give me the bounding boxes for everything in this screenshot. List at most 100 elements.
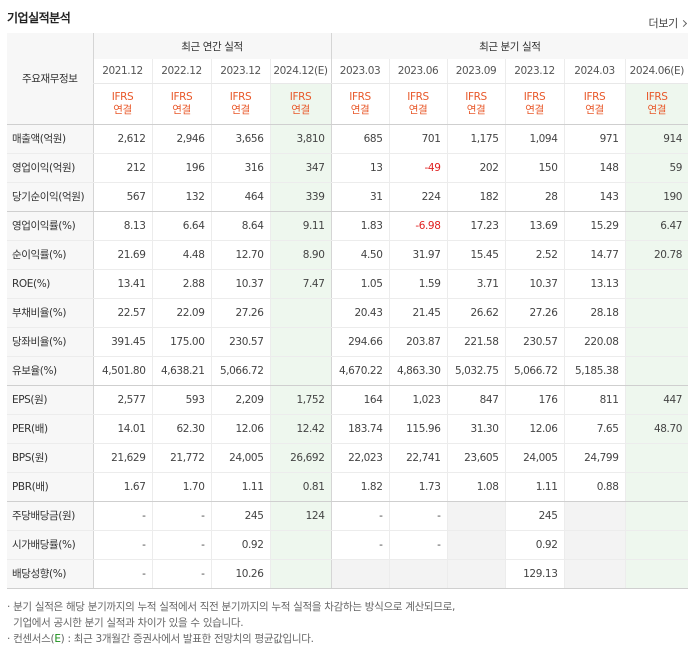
table-cell: 8.90 — [269, 240, 331, 270]
row-label[interactable]: 유보율(%) — [7, 356, 93, 386]
section-title: 기업실적분석 — [7, 11, 71, 25]
period-header: 2023.03 — [330, 59, 389, 84]
row-label[interactable]: EPS(원) — [7, 385, 93, 415]
table-cell — [388, 559, 447, 589]
table-cell — [563, 559, 625, 589]
ifrs-basis-header: IFRS 연결 — [330, 83, 389, 125]
table-cell: 391.45 — [92, 327, 152, 357]
table-cell: 567 — [92, 182, 152, 212]
table-cell: 3,810 — [269, 124, 331, 154]
annual-group-header: 최근 연간 실적 — [92, 33, 331, 59]
table-cell: 13.69 — [504, 211, 564, 241]
table-cell: 176 — [504, 385, 564, 415]
row-label[interactable]: 매출액(억원) — [7, 124, 93, 154]
table-cell: 5,066.72 — [210, 356, 270, 386]
row-label[interactable]: PBR(배) — [7, 472, 93, 502]
table-cell: 6.47 — [624, 211, 689, 241]
table-cell: 2,577 — [92, 385, 152, 415]
table-row: BPS(원) 21,629 21,772 24,005 26,692 22,023 22,7… — [7, 443, 689, 473]
more-link[interactable]: 더보기 — [648, 15, 688, 31]
table-cell: 245 — [210, 501, 270, 531]
table-cell: 1.67 — [92, 472, 152, 502]
table-cell: 971 — [563, 124, 625, 154]
table-cell: 7.65 — [563, 414, 625, 444]
row-label[interactable]: 시가배당률(%) — [7, 530, 93, 560]
period-header: 2024.12(E) — [269, 59, 331, 84]
table-cell: 22.57 — [92, 298, 152, 328]
row-label[interactable]: 순이익률(%) — [7, 240, 93, 270]
financial-info-header: 주요재무정보 — [7, 33, 93, 125]
row-label[interactable]: ROE(%) — [7, 269, 93, 299]
table-cell: 14.01 — [92, 414, 152, 444]
table-cell — [624, 269, 689, 299]
ifrs-basis-header: IFRS 연결 — [504, 83, 564, 125]
table-cell: 212 — [92, 153, 152, 183]
table-row: 매출액(억원) 2,612 2,946 3,656 3,810 685 701 1,175 1,… — [7, 124, 689, 154]
ifrs-basis-header: IFRS 연결 — [624, 83, 689, 125]
table-cell: 22,741 — [388, 443, 447, 473]
table-cell — [624, 356, 689, 386]
table-cell — [624, 443, 689, 473]
table-row: 영업이익(억원) 212 196 316 347 13 -49 202 150 148 59 — [7, 153, 689, 183]
chevron-right-icon — [679, 19, 688, 28]
table-cell — [269, 298, 331, 328]
table-cell: 811 — [563, 385, 625, 415]
table-cell: - — [151, 530, 211, 560]
ifrs-basis-header: IFRS 연결 — [269, 83, 331, 125]
table-cell: 31.97 — [388, 240, 447, 270]
table-cell: 28.18 — [563, 298, 625, 328]
table-cell: -6.98 — [388, 211, 447, 241]
row-label[interactable]: 주당배당금(원) — [7, 501, 93, 531]
table-cell: 220.08 — [563, 327, 625, 357]
ifrs-basis-header: IFRS 연결 — [210, 83, 270, 125]
period-header: 2021.12 — [92, 59, 152, 84]
row-label[interactable]: 영업이익률(%) — [7, 211, 93, 241]
table-cell: 3,656 — [210, 124, 270, 154]
table-cell: 13.41 — [92, 269, 152, 299]
ifrs-basis-header: IFRS 연결 — [92, 83, 152, 125]
row-label[interactable]: 영업이익(억원) — [7, 153, 93, 183]
table-row: 배당성향(%) - -10.26 129.13 — [7, 559, 689, 589]
table-row: EPS(원) 2,577 593 2,209 1,752 164 1,023 847 176 81… — [7, 385, 689, 415]
table-cell: 203.87 — [388, 327, 447, 357]
table-cell — [269, 530, 331, 560]
table-cell: 685 — [330, 124, 389, 154]
footnote-quarterly: · 분기 실적은 해당 분기까지의 누적 실적에서 직전 분기까지의 누적 실적… — [7, 601, 456, 629]
table-cell: 4,638.21 — [151, 356, 211, 386]
table-cell: 914 — [624, 124, 689, 154]
table-cell: - — [330, 501, 389, 531]
row-label[interactable]: PER(배) — [7, 414, 93, 444]
table-cell: 21,629 — [92, 443, 152, 473]
table-cell: 1,094 — [504, 124, 564, 154]
table-cell — [624, 298, 689, 328]
row-label[interactable]: 부채비율(%) — [7, 298, 93, 328]
table-cell: 143 — [563, 182, 625, 212]
table-cell: 1.82 — [330, 472, 389, 502]
row-label[interactable]: 배당성향(%) — [7, 559, 93, 589]
table-cell: 0.92 — [504, 530, 564, 560]
table-cell: 24,005 — [504, 443, 564, 473]
table-row: 시가배당률(%) - -0.92- -0.92 — [7, 530, 689, 560]
table-cell: 21.69 — [92, 240, 152, 270]
table-cell: 2,946 — [151, 124, 211, 154]
row-label[interactable]: 당좌비율(%) — [7, 327, 93, 357]
row-label[interactable]: 당기순이익(억원) — [7, 182, 93, 212]
table-cell: 182 — [446, 182, 505, 212]
table-cell: 7.47 — [269, 269, 331, 299]
more-link-label: 더보기 — [648, 17, 679, 30]
financial-summary-table: 주요재무정보 최근 연간 실적 최근 분기 실적 2021.12 2022.12 2… — [7, 33, 689, 589]
table-row: 주당배당금(원) - -245 124- -245 — [7, 501, 689, 531]
table-cell: 593 — [151, 385, 211, 415]
table-cell: 31 — [330, 182, 389, 212]
row-label[interactable]: BPS(원) — [7, 443, 93, 473]
table-cell: 1,023 — [388, 385, 447, 415]
table-cell: 27.26 — [210, 298, 270, 328]
table-cell: 5,032.75 — [446, 356, 505, 386]
ifrs-basis-header: IFRS 연결 — [388, 83, 447, 125]
table-cell: 148 — [563, 153, 625, 183]
table-cell: 15.45 — [446, 240, 505, 270]
table-cell: 132 — [151, 182, 211, 212]
table-cell: 13.13 — [563, 269, 625, 299]
table-cell: 0.81 — [269, 472, 331, 502]
table-cell: 4,863.30 — [388, 356, 447, 386]
